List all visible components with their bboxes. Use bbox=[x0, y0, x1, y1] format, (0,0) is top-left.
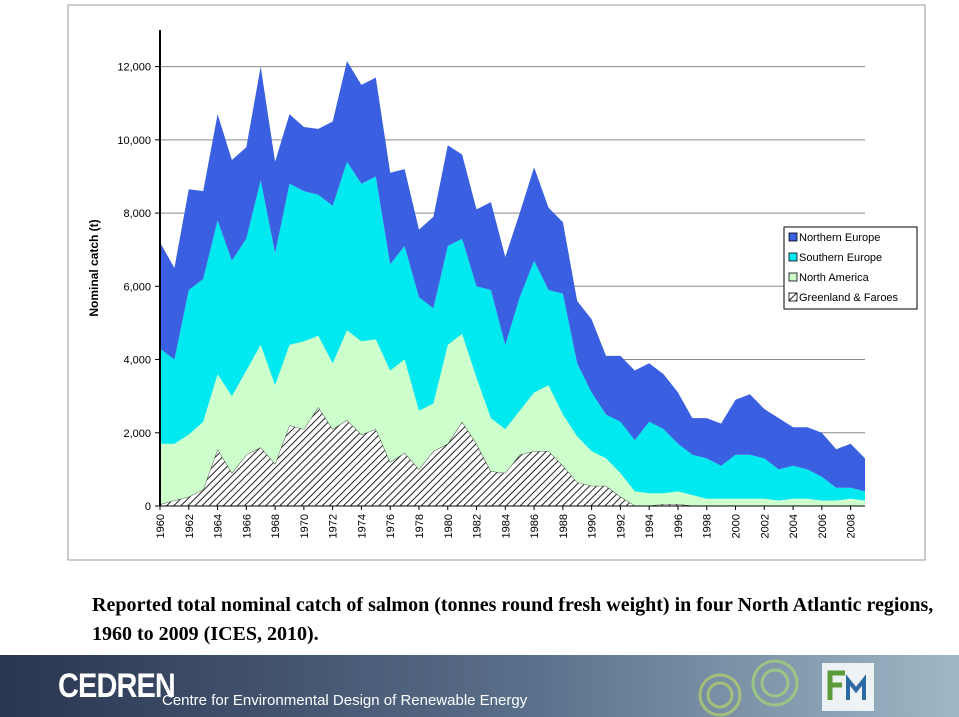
legend-box bbox=[783, 226, 918, 310]
x-tick-label: 1960 bbox=[155, 514, 167, 538]
x-tick-label: 1998 bbox=[702, 514, 714, 538]
y-tick-label: 10,000 bbox=[117, 135, 151, 147]
x-tick-label: 2000 bbox=[731, 514, 743, 538]
caption: Reported total nominal catch of salmon (… bbox=[92, 594, 934, 645]
x-tick-label: 1974 bbox=[356, 514, 368, 538]
area bbox=[160, 330, 865, 506]
x-tick-label: 1980 bbox=[443, 514, 455, 538]
area bbox=[160, 61, 865, 492]
x-tick-label: 1992 bbox=[615, 514, 627, 538]
x-tick-label: 1990 bbox=[587, 514, 599, 538]
x-tick-label: 1986 bbox=[529, 514, 541, 538]
y-tick-label: 2,000 bbox=[123, 428, 151, 440]
y-tick-label: 4,000 bbox=[123, 355, 151, 367]
x-tick-label: 1984 bbox=[500, 514, 512, 538]
x-tick-label: 1966 bbox=[241, 514, 253, 538]
legend-label: Greenland & Faroes bbox=[799, 292, 899, 304]
footer-logos bbox=[698, 659, 874, 717]
legend-label: Northern Europe bbox=[799, 232, 880, 244]
legend-swatch bbox=[788, 232, 798, 242]
y-tick-label: 12,000 bbox=[117, 62, 151, 74]
x-tick-label: 2008 bbox=[846, 514, 858, 538]
y-tick-label: 6,000 bbox=[123, 281, 151, 293]
x-tick-label: 1978 bbox=[414, 514, 426, 538]
x-tick-label: 1988 bbox=[558, 514, 570, 538]
legend-label: Southern Europe bbox=[799, 252, 882, 264]
x-tick-label: 1972 bbox=[328, 514, 340, 538]
x-tick-label: 1964 bbox=[213, 514, 225, 538]
x-tick-label: 1976 bbox=[385, 514, 397, 538]
x-tick-label: 2004 bbox=[788, 514, 800, 538]
tagline: Centre for Environmental Design of Renew… bbox=[162, 692, 528, 709]
x-tick-label: 1968 bbox=[270, 514, 282, 538]
x-tick-label: 1994 bbox=[644, 514, 656, 538]
legend-swatch bbox=[788, 292, 798, 302]
x-tick-label: 1962 bbox=[184, 514, 196, 538]
brand: CEDREN bbox=[58, 667, 176, 705]
chart: Nominal catch (t) 0 2,000 4,000 6,000 8,000 1… bbox=[67, 4, 926, 561]
x-tick-label: 2002 bbox=[759, 514, 771, 538]
x-tick-label: 2006 bbox=[817, 514, 829, 538]
area bbox=[160, 161, 865, 501]
x-tick-label: 1970 bbox=[299, 514, 311, 538]
footer: CEDREN Centre for Environmental Design o… bbox=[0, 655, 959, 717]
y-tick-label: 8,000 bbox=[123, 208, 151, 220]
legend-label: North America bbox=[799, 272, 870, 284]
legend-swatch bbox=[788, 272, 798, 282]
y-tick-label: 0 bbox=[145, 501, 151, 513]
x-tick-label: 1982 bbox=[472, 514, 484, 538]
legend-swatch bbox=[788, 252, 798, 262]
y-axis-label: Nominal catch (t) bbox=[87, 219, 101, 316]
x-tick-label: 1996 bbox=[673, 514, 685, 538]
